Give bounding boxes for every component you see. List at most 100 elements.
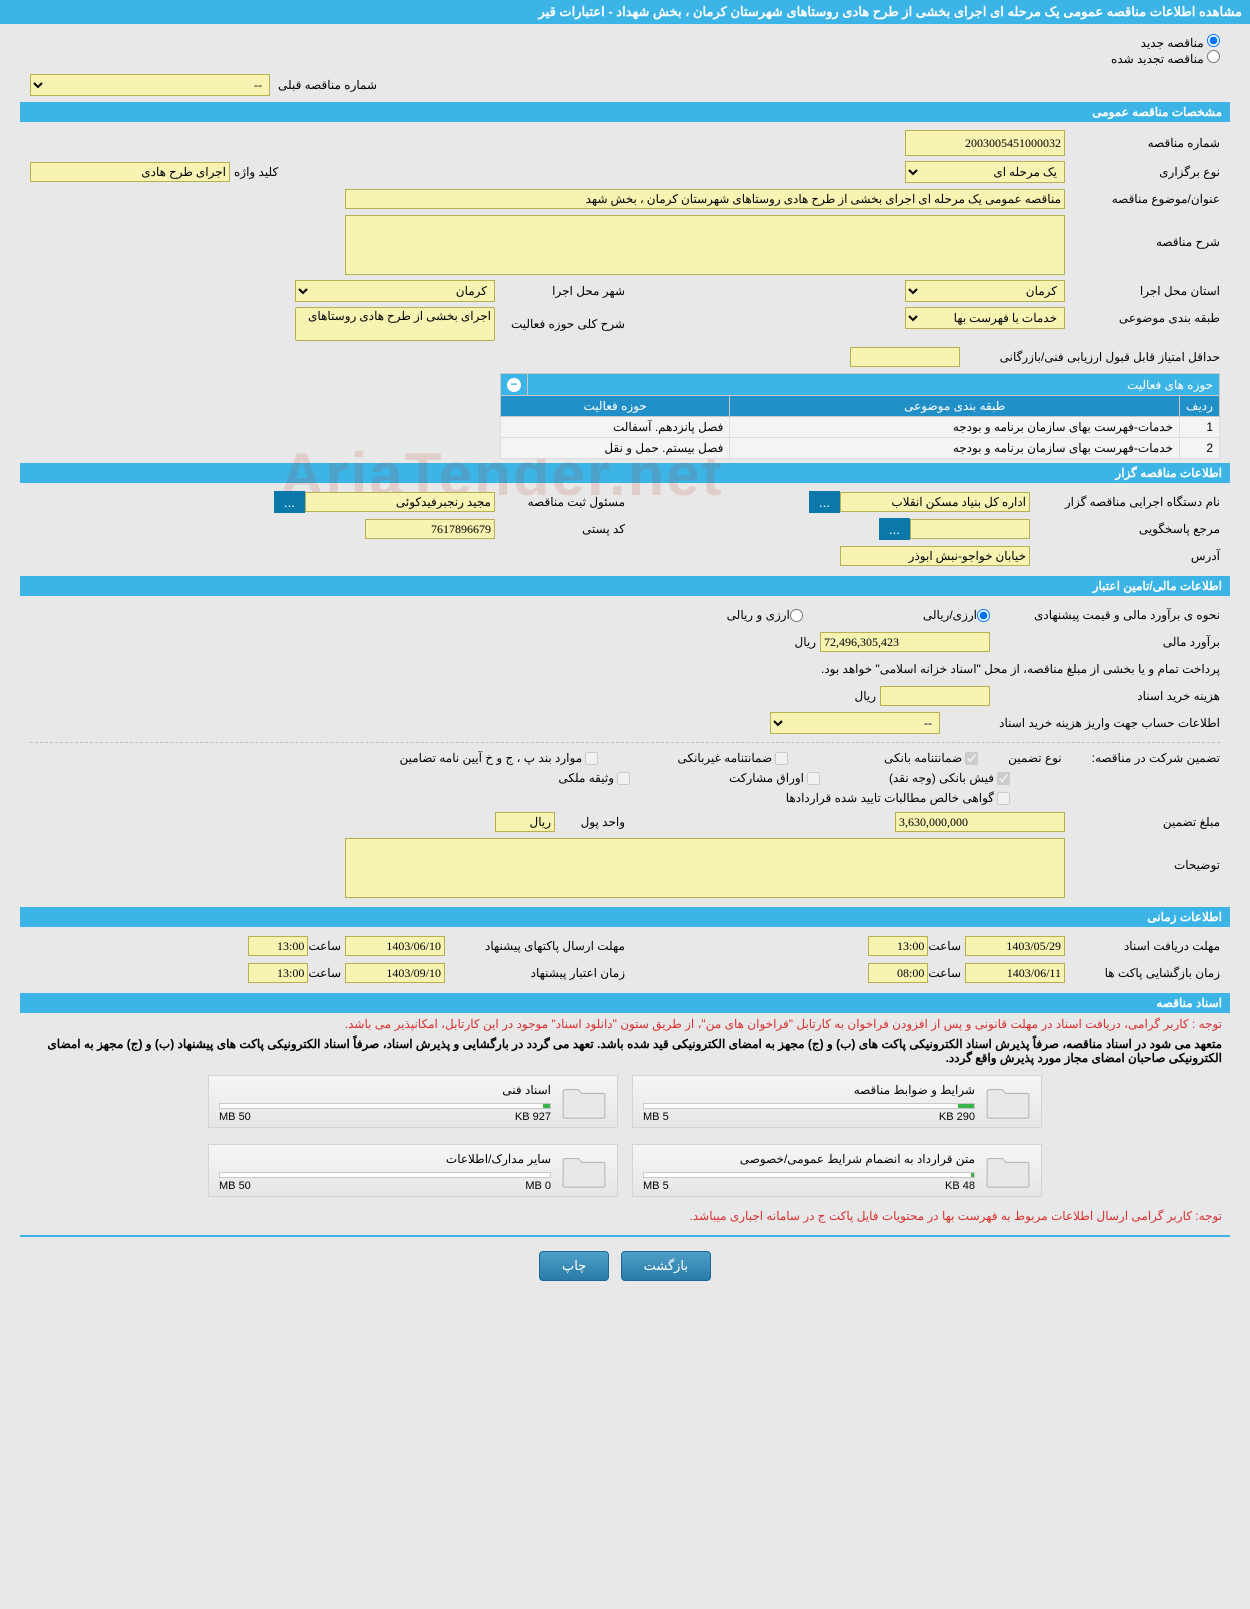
file-total: 50 MB: [219, 1180, 251, 1192]
file-total: 5 MB: [643, 1180, 669, 1192]
send-deadline-date: [345, 936, 445, 956]
doc-fee-label: هزینه خرید اسناد: [990, 689, 1220, 703]
activity-table: حوزه های فعالیت− ردیف طبقه بندی موضوعی ح…: [500, 373, 1220, 459]
currency-label: واحد پول: [555, 815, 625, 829]
section-general: مشخصات مناقصه عمومی: [20, 102, 1230, 122]
page-title: مشاهده اطلاعات مناقصه عمومی یک مرحله ای …: [0, 0, 1250, 24]
exec-org-lookup-button[interactable]: ...: [809, 491, 840, 513]
notes-field[interactable]: [345, 838, 1065, 898]
subject-field[interactable]: [345, 189, 1065, 209]
folder-icon: [561, 1151, 607, 1192]
doc-fee-unit: ریال: [854, 689, 876, 703]
doc-fee-field[interactable]: [880, 686, 990, 706]
section-documents: اسناد مناقصه: [20, 993, 1230, 1013]
validity-time: [248, 963, 308, 983]
responder-field[interactable]: [910, 519, 1030, 539]
label-both: ارزی و ریالی: [727, 608, 790, 622]
section-timing: اطلاعات زمانی: [20, 907, 1230, 927]
radio-both[interactable]: [790, 609, 803, 622]
lbl-nonbank: ضمانتنامه غیربانکی: [677, 751, 772, 765]
activity-scope-label: شرح کلی حوزه فعالیت: [495, 317, 625, 331]
estimate-unit: ریال: [794, 635, 816, 649]
label-rial: ارزی/ریالی: [923, 608, 977, 622]
min-score-field[interactable]: [850, 347, 960, 367]
price-method-label: نحوه ی برآورد مالی و قیمت پیشنهادی: [990, 608, 1220, 622]
exec-org-label: نام دستگاه اجرایی مناقصه گزار: [1030, 495, 1220, 509]
folder-icon: [985, 1082, 1031, 1123]
file-title: شرایط و ضوابط مناقصه: [643, 1083, 975, 1097]
activity-scope-select[interactable]: اجرای بخشی از طرح هادی روستاهای: [295, 307, 495, 341]
responder-lookup-button[interactable]: ...: [879, 518, 910, 540]
progress-bar: [643, 1103, 975, 1109]
file-used: 927 KB: [515, 1111, 551, 1123]
category-label: طبقه بندی موضوعی: [1065, 311, 1220, 325]
receive-deadline-time: [868, 936, 928, 956]
province-select[interactable]: کرمان: [905, 280, 1065, 302]
chk-regulation[interactable]: [585, 752, 598, 765]
file-total: 5 MB: [643, 1111, 669, 1123]
estimate-field: [820, 632, 990, 652]
guarantee-amount-field: [895, 812, 1065, 832]
bottom-divider: [20, 1235, 1230, 1237]
opening-time-label: ساعت: [928, 966, 961, 980]
print-button[interactable]: چاپ: [539, 1251, 609, 1281]
col-row: ردیف: [1180, 396, 1220, 417]
file-panel[interactable]: اسناد فنی 927 KB50 MB: [208, 1075, 618, 1128]
reg-officer-label: مسئول ثبت مناقصه: [495, 495, 625, 509]
prev-tender-select[interactable]: --: [30, 74, 270, 96]
fehrest-note: توجه: کاربر گرامی ارسال اطلاعات مربوط به…: [20, 1205, 1230, 1227]
type-select[interactable]: یک مرحله ای: [905, 161, 1065, 183]
radio-rial[interactable]: [977, 609, 990, 622]
chk-nonbank[interactable]: [775, 752, 788, 765]
cell-n: 1: [1180, 417, 1220, 438]
postal-label: کد پستی: [495, 522, 625, 536]
city-label: شهر محل اجرا: [495, 284, 625, 298]
file-panel[interactable]: سایر مدارک/اطلاعات 0 MB50 MB: [208, 1144, 618, 1197]
deposit-account-select[interactable]: --: [770, 712, 940, 734]
chk-cash[interactable]: [997, 772, 1010, 785]
file-used: 48 KB: [945, 1180, 975, 1192]
responder-label: مرجع پاسخگویی: [1030, 522, 1220, 536]
opening-date: [965, 963, 1065, 983]
radio-renewed-tender[interactable]: [1207, 50, 1220, 63]
chk-bonds[interactable]: [807, 772, 820, 785]
receive-deadline-date: [965, 936, 1065, 956]
address-label: آدرس: [1030, 549, 1220, 563]
cell-cat: خدمات-فهرست بهای سازمان برنامه و بودجه: [730, 438, 1180, 459]
activity-table-title: حوزه های فعالیت: [528, 374, 1220, 396]
file-used: 0 MB: [525, 1180, 551, 1192]
collapse-icon[interactable]: −: [507, 378, 521, 392]
radio-new-tender[interactable]: [1207, 34, 1220, 47]
file-panel[interactable]: متن قرارداد به انضمام شرایط عمومی/خصوصی …: [632, 1144, 1042, 1197]
postal-field: [365, 519, 495, 539]
chk-property[interactable]: [617, 772, 630, 785]
desc-field[interactable]: [345, 215, 1065, 275]
file-panel[interactable]: شرایط و ضوابط مناقصه 290 KB 5 MB: [632, 1075, 1042, 1128]
subject-label: عنوان/موضوع مناقصه: [1065, 192, 1220, 206]
receive-deadline-label: مهلت دریافت اسناد: [1065, 939, 1220, 953]
keyword-label: کلید واژه: [230, 165, 300, 179]
payment-note: پرداخت تمام و یا بخشی از مبلغ مناقصه، از…: [821, 662, 1220, 676]
progress-bar: [219, 1103, 551, 1109]
file-used: 290 KB: [939, 1111, 975, 1123]
table-row: 1 خدمات-فهرست بهای سازمان برنامه و بودجه…: [501, 417, 1220, 438]
opening-label: زمان بازگشایی پاکت ها: [1065, 966, 1220, 980]
cell-scope: فصل پانزدهم. آسفالت: [501, 417, 730, 438]
docs-note2: متعهد می شود در اسناد مناقصه، صرفاً پذیر…: [20, 1035, 1230, 1067]
keyword-field[interactable]: [30, 162, 230, 182]
lbl-bank-guarantee: ضمانتنامه بانکی: [884, 751, 962, 765]
send-deadline-label: مهلت ارسال پاکتهای پیشنهاد: [445, 939, 625, 953]
currency-field: [495, 812, 555, 832]
file-total: 50 MB: [219, 1111, 251, 1123]
estimate-label: برآورد مالی: [990, 635, 1220, 649]
province-label: استان محل اجرا: [1065, 284, 1220, 298]
docs-note1: توجه : کاربر گرامی، دریافت اسناد در مهلت…: [20, 1013, 1230, 1035]
reg-officer-lookup-button[interactable]: ...: [274, 491, 305, 513]
city-select[interactable]: کرمان: [295, 280, 495, 302]
chk-claims[interactable]: [997, 792, 1010, 805]
chk-bank-guarantee[interactable]: [965, 752, 978, 765]
table-row: 2 خدمات-فهرست بهای سازمان برنامه و بودجه…: [501, 438, 1220, 459]
category-select[interactable]: خدمات با فهرست بها: [905, 307, 1065, 329]
back-button[interactable]: بازگشت: [621, 1251, 711, 1281]
progress-bar: [643, 1172, 975, 1178]
